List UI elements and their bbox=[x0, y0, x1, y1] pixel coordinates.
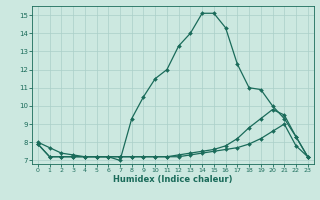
X-axis label: Humidex (Indice chaleur): Humidex (Indice chaleur) bbox=[113, 175, 233, 184]
